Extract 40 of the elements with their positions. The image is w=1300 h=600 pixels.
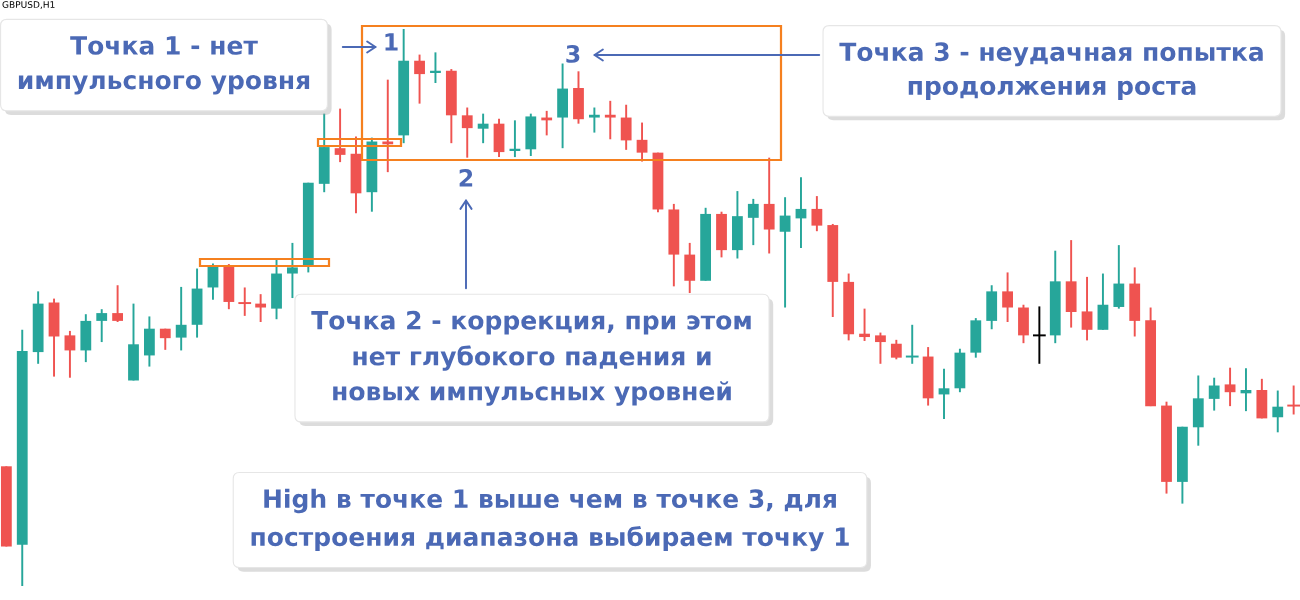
candlestick xyxy=(1208,376,1220,412)
candlestick xyxy=(1224,366,1236,408)
candlestick xyxy=(175,285,187,352)
candlestick xyxy=(287,241,298,300)
candlestick xyxy=(112,284,124,323)
candlestick xyxy=(1287,384,1300,416)
candlestick xyxy=(96,308,108,344)
annotation: 1 xyxy=(385,33,398,51)
candlestick xyxy=(1113,244,1125,310)
annotation: Точка 1 - нет импульсного уровня xyxy=(18,36,310,95)
annotation: 3 xyxy=(566,44,580,63)
chart-title: GBPUSD,H1 xyxy=(2,1,55,9)
candlestick xyxy=(938,367,950,420)
candlestick xyxy=(1032,305,1046,365)
candlestick xyxy=(1081,275,1093,342)
annotation: Точка 2 - коррекция, при этом нет глубокого падения и новых импульсных уровней xyxy=(311,310,751,406)
candlestick xyxy=(747,197,759,247)
candlestick xyxy=(905,323,919,365)
candlestick xyxy=(430,51,441,84)
candlestick xyxy=(811,195,823,233)
candlestick xyxy=(859,307,870,342)
candlestick xyxy=(1002,271,1013,323)
annotation: High в точке 1 выше чем в точке 3, для построения диапазона выбираем точку 1 xyxy=(251,488,849,552)
candlestick xyxy=(334,107,346,164)
candlestick xyxy=(890,338,902,361)
candlestick xyxy=(604,99,616,141)
candlestick xyxy=(238,286,252,317)
candlestick xyxy=(636,121,648,163)
annotation: 2 xyxy=(459,168,473,187)
candlestick xyxy=(477,112,489,145)
candlestick xyxy=(1272,389,1284,434)
candlestick xyxy=(620,103,632,151)
candlestick xyxy=(461,106,473,159)
candlestick xyxy=(875,331,886,365)
candlestick xyxy=(64,329,76,379)
candlestick xyxy=(414,53,425,105)
annotation: Точка 3 - неудачная попытка продолжения роста xyxy=(839,42,1263,100)
candlestick xyxy=(255,293,267,323)
candlestick xyxy=(779,196,791,309)
candlestick xyxy=(588,106,600,134)
